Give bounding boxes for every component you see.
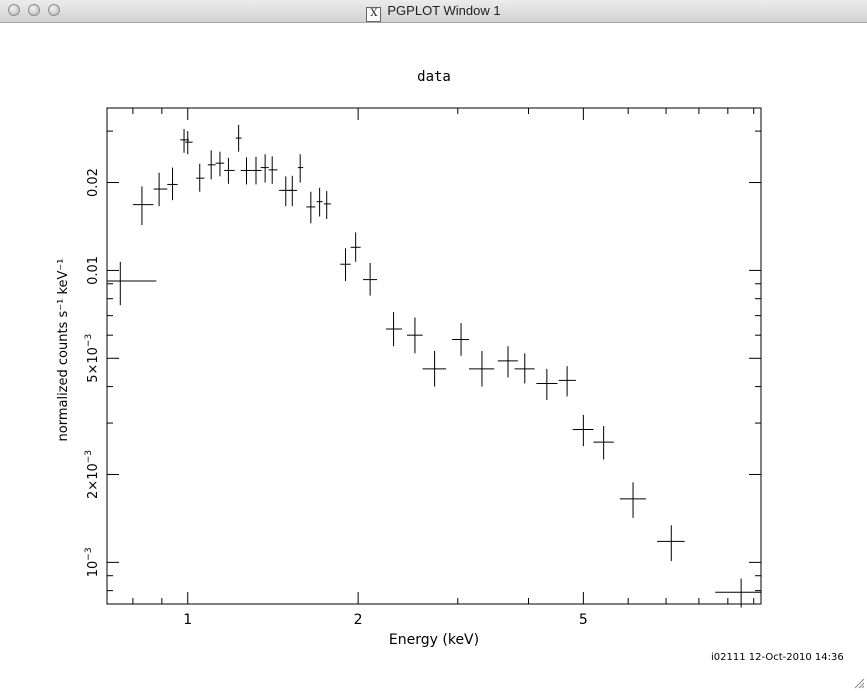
data-point — [260, 154, 269, 183]
x-axis-label: Energy (keV) — [389, 632, 479, 648]
axis-ticks — [107, 108, 761, 604]
data-point — [252, 156, 262, 185]
data-point — [514, 353, 535, 384]
data-point — [469, 350, 495, 387]
data-point — [289, 175, 298, 207]
y-tick-label: 2×10−3 — [84, 450, 101, 499]
plot-frame — [106, 107, 762, 605]
window-title-text: PGPLOT Window 1 — [387, 3, 501, 18]
x11-icon: X — [366, 7, 382, 22]
close-window-button[interactable] — [8, 4, 20, 16]
window-title: X PGPLOT Window 1 — [0, 3, 867, 22]
data-point — [572, 414, 594, 447]
data-point — [235, 124, 242, 152]
data-point — [407, 317, 423, 354]
x-tick-label: 5 — [579, 612, 588, 628]
data-point — [657, 525, 685, 562]
data-point — [451, 323, 470, 356]
data-point — [536, 368, 558, 400]
data-point — [316, 187, 323, 217]
data-point — [215, 151, 225, 177]
data-point — [185, 131, 193, 155]
data-point — [340, 248, 351, 281]
window-titlebar: X PGPLOT Window 1 — [0, 0, 867, 23]
data-point — [167, 167, 178, 201]
data-point — [306, 191, 316, 224]
data-point — [362, 263, 378, 296]
x-tick-labels: 1 2 5 — [183, 612, 588, 628]
y-tick-label: 10−3 — [84, 547, 101, 577]
x-tick-label: 1 — [183, 612, 192, 628]
x-tick-label: 2 — [354, 612, 363, 628]
y-tick-label: 5×10−3 — [84, 334, 101, 383]
y-axis-label: normalized counts s⁻¹ keV⁻¹ — [56, 259, 71, 442]
data-point — [107, 261, 157, 306]
data-point — [279, 176, 293, 207]
minimize-window-button[interactable] — [28, 4, 40, 16]
data-points — [107, 124, 761, 608]
y-tick-label-exponent: −3 — [84, 547, 94, 560]
data-point — [268, 156, 278, 184]
data-point — [350, 232, 361, 262]
y-tick-labels: 10−3 2×10−3 5×10−3 0.01 0.02 — [84, 168, 101, 577]
resize-grip-icon[interactable] — [853, 677, 865, 689]
plot-footer: i02111 12-Oct-2010 14:36 — [711, 652, 844, 663]
data-point — [385, 312, 402, 347]
data-point — [422, 350, 447, 387]
data-point — [196, 163, 205, 192]
data-point — [297, 154, 304, 183]
y-tick-label-exponent: −3 — [84, 334, 94, 347]
data-point — [715, 578, 761, 608]
data-point — [132, 186, 154, 226]
data-point — [558, 366, 576, 397]
chart-title: data — [417, 69, 451, 85]
y-tick-label: 0.02 — [86, 168, 101, 197]
data-point — [240, 157, 253, 185]
y-tick-label: 0.01 — [86, 256, 101, 285]
data-point — [207, 150, 216, 180]
data-point — [224, 157, 235, 184]
data-point — [593, 426, 614, 460]
zoom-window-button[interactable] — [48, 4, 60, 16]
data-point — [153, 172, 168, 207]
data-point — [323, 191, 331, 219]
data-point — [619, 482, 646, 518]
y-tick-label-exponent: −3 — [84, 450, 94, 463]
data-point — [497, 346, 518, 378]
